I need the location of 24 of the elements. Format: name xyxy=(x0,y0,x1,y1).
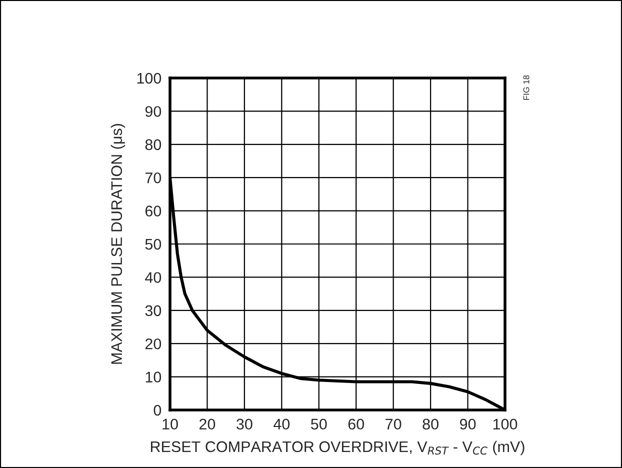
y-tick-label: 20 xyxy=(145,338,162,350)
y-tick-label: 0 xyxy=(154,404,162,416)
y-tick-label: 60 xyxy=(145,206,162,216)
y-tick-label: 70 xyxy=(145,172,162,184)
x-tick-label: 100 xyxy=(493,418,518,430)
caption: FIG 18 xyxy=(523,75,530,100)
y-tick-label: 100 xyxy=(137,72,162,84)
y-tick-label: 10 xyxy=(146,372,162,382)
y-axis-title: MAXIMUM PULSE DURATION (μs) xyxy=(110,124,126,364)
x-axis-title: RESET COMPARATOR OVERDRIVE, V$_{RST}$ - V$_{CC}$ (mV) xyxy=(150,440,524,456)
x-tick-label: 40 xyxy=(274,418,290,430)
x-tick-label: 50 xyxy=(311,418,327,430)
x-tick-label: 80 xyxy=(422,418,438,430)
x-tick-label: 60 xyxy=(348,418,364,430)
x-tick-label: 10 xyxy=(162,418,178,430)
x-tick-label: 90 xyxy=(460,418,476,430)
x-tick-label: 20 xyxy=(199,418,216,430)
y-tick-label: 30 xyxy=(145,305,162,316)
x-tick-label: 70 xyxy=(386,418,402,430)
y-tick-label: 50 xyxy=(145,238,162,250)
y-tick-label: 90 xyxy=(145,106,162,117)
y-tick-label: 80 xyxy=(145,139,162,150)
y-tick-label: 40 xyxy=(145,272,162,283)
x-tick-label: 30 xyxy=(236,418,252,430)
